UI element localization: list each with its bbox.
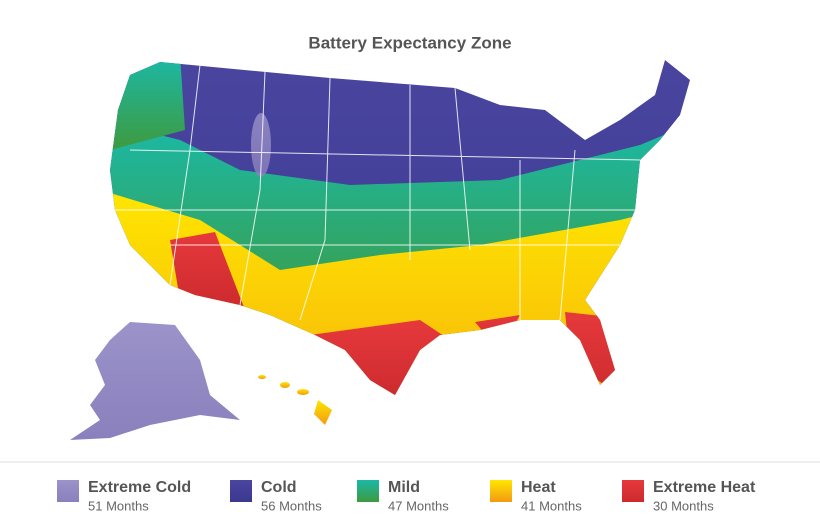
legend-label: Mild (388, 479, 420, 496)
hawaii-island (297, 389, 309, 395)
legend-swatch (490, 480, 512, 502)
legend-swatch (622, 480, 644, 502)
legend-label: Heat (521, 479, 556, 496)
extreme-heat-florida (565, 312, 625, 395)
legend-item: Extreme Cold 51 Months (57, 479, 191, 513)
extreme-cold-patch (251, 113, 271, 177)
legend-item: Extreme Heat 30 Months (622, 479, 756, 513)
legend-sublabel: 56 Months (261, 498, 322, 513)
legend-item: Cold 56 Months (230, 479, 322, 513)
hawaii (258, 375, 332, 425)
legend-sublabel: 30 Months (653, 498, 714, 513)
legend: Extreme Cold 51 Months Cold 56 Months Mild 47… (57, 479, 756, 513)
legend-item: Heat 41 Months (490, 479, 582, 513)
alaska (70, 322, 240, 440)
hawaii-island (314, 400, 332, 425)
legend-swatch (57, 480, 79, 502)
extreme-heat-southwest (170, 232, 245, 310)
map-title: Battery Expectancy Zone (308, 33, 511, 52)
state-borders (115, 64, 641, 321)
legend-label: Extreme Heat (653, 479, 756, 496)
legend-item: Mild 47 Months (357, 479, 449, 513)
legend-swatch (230, 480, 252, 502)
legend-sublabel: 41 Months (521, 498, 582, 513)
hawaii-island (258, 375, 266, 379)
legend-sublabel: 47 Months (388, 498, 449, 513)
legend-label: Cold (261, 479, 297, 496)
legend-swatch (357, 480, 379, 502)
hawaii-island (280, 382, 290, 388)
contiguous-us (110, 60, 690, 395)
legend-sublabel: 51 Months (88, 498, 149, 513)
legend-label: Extreme Cold (88, 479, 191, 496)
